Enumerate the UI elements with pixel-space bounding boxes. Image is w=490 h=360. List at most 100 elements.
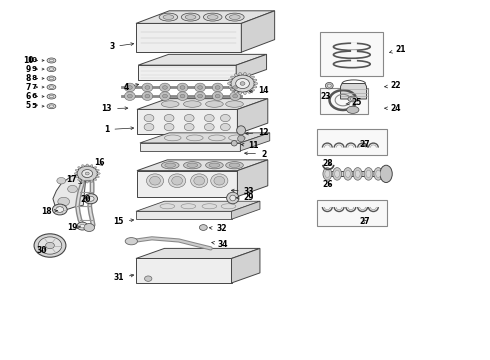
Ellipse shape: [96, 176, 99, 177]
Ellipse shape: [85, 172, 89, 175]
Ellipse shape: [142, 83, 153, 92]
Text: 32: 32: [209, 224, 227, 233]
Ellipse shape: [197, 86, 202, 89]
Ellipse shape: [86, 164, 88, 166]
Ellipse shape: [226, 192, 239, 204]
Ellipse shape: [185, 15, 196, 19]
Ellipse shape: [251, 89, 254, 91]
Ellipse shape: [231, 76, 234, 78]
Polygon shape: [232, 201, 260, 219]
Ellipse shape: [237, 126, 245, 135]
Ellipse shape: [233, 94, 238, 98]
Ellipse shape: [47, 76, 56, 81]
Circle shape: [144, 114, 154, 122]
Ellipse shape: [195, 83, 205, 92]
Ellipse shape: [181, 13, 200, 21]
Ellipse shape: [49, 86, 54, 89]
Ellipse shape: [160, 83, 171, 92]
Text: 3: 3: [109, 42, 134, 51]
Ellipse shape: [94, 167, 97, 169]
Ellipse shape: [231, 141, 237, 146]
Ellipse shape: [82, 165, 84, 167]
Ellipse shape: [231, 89, 234, 91]
Ellipse shape: [247, 74, 251, 76]
FancyBboxPatch shape: [317, 200, 387, 226]
Polygon shape: [341, 84, 367, 99]
Text: 14: 14: [249, 86, 269, 95]
Ellipse shape: [244, 72, 246, 75]
Text: 25: 25: [346, 98, 362, 107]
Ellipse shape: [206, 101, 223, 107]
Ellipse shape: [124, 92, 135, 100]
Circle shape: [184, 123, 194, 131]
Polygon shape: [137, 109, 237, 134]
Ellipse shape: [125, 238, 137, 245]
Text: 18: 18: [41, 207, 57, 216]
Ellipse shape: [78, 167, 81, 169]
Text: 34: 34: [212, 240, 228, 248]
Ellipse shape: [86, 181, 88, 183]
Text: 9: 9: [26, 65, 37, 74]
Polygon shape: [323, 171, 386, 176]
Text: 31: 31: [113, 274, 134, 282]
Polygon shape: [136, 211, 232, 219]
Ellipse shape: [234, 91, 238, 93]
Ellipse shape: [195, 92, 205, 100]
Circle shape: [58, 197, 70, 206]
Ellipse shape: [169, 174, 186, 188]
Polygon shape: [236, 54, 267, 80]
Text: 8: 8: [26, 74, 37, 83]
Text: 8: 8: [32, 76, 37, 81]
Polygon shape: [240, 133, 270, 151]
Ellipse shape: [94, 178, 97, 180]
Circle shape: [144, 123, 154, 131]
Polygon shape: [136, 248, 260, 258]
Ellipse shape: [374, 168, 383, 180]
Text: 4: 4: [124, 83, 139, 92]
Ellipse shape: [149, 176, 160, 185]
Ellipse shape: [234, 74, 238, 76]
Ellipse shape: [343, 168, 352, 180]
Text: 21: 21: [390, 45, 406, 54]
Text: 27: 27: [360, 217, 370, 226]
Ellipse shape: [350, 98, 355, 100]
Ellipse shape: [230, 195, 236, 201]
Ellipse shape: [47, 67, 56, 72]
Ellipse shape: [239, 92, 242, 95]
Ellipse shape: [194, 176, 205, 185]
Ellipse shape: [376, 170, 381, 177]
Ellipse shape: [49, 59, 54, 62]
Ellipse shape: [90, 165, 93, 167]
Text: 30: 30: [36, 246, 47, 255]
Circle shape: [220, 123, 230, 131]
Polygon shape: [241, 11, 274, 52]
Ellipse shape: [345, 170, 350, 177]
Ellipse shape: [199, 225, 207, 230]
Ellipse shape: [161, 162, 179, 169]
Polygon shape: [138, 54, 267, 65]
Text: 13: 13: [101, 104, 128, 113]
Text: 23: 23: [320, 92, 331, 101]
Ellipse shape: [77, 166, 98, 181]
Ellipse shape: [253, 79, 257, 81]
Ellipse shape: [78, 178, 81, 180]
Circle shape: [204, 123, 214, 131]
Text: 10: 10: [27, 58, 37, 63]
Ellipse shape: [346, 106, 359, 113]
Ellipse shape: [231, 75, 254, 92]
Ellipse shape: [145, 86, 150, 89]
Ellipse shape: [82, 170, 93, 177]
Ellipse shape: [366, 170, 371, 177]
Ellipse shape: [80, 224, 85, 228]
Polygon shape: [136, 258, 232, 283]
Ellipse shape: [145, 276, 152, 282]
Ellipse shape: [209, 163, 220, 167]
Ellipse shape: [49, 95, 54, 98]
Polygon shape: [136, 11, 274, 23]
Ellipse shape: [180, 94, 185, 98]
Ellipse shape: [251, 76, 254, 78]
Ellipse shape: [184, 162, 201, 169]
Circle shape: [68, 185, 77, 193]
Ellipse shape: [211, 174, 228, 188]
Ellipse shape: [124, 83, 135, 92]
